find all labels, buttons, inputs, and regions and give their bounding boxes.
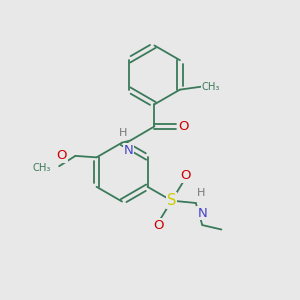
Text: N: N — [124, 143, 133, 157]
Text: S: S — [167, 193, 176, 208]
Text: N: N — [197, 206, 207, 220]
Text: O: O — [57, 149, 67, 162]
Text: O: O — [153, 219, 164, 232]
Text: H: H — [197, 188, 206, 198]
Text: O: O — [178, 120, 189, 133]
Text: O: O — [180, 169, 190, 182]
Text: CH₃: CH₃ — [32, 163, 51, 173]
Text: CH₃: CH₃ — [202, 82, 220, 92]
Text: H: H — [119, 128, 127, 138]
